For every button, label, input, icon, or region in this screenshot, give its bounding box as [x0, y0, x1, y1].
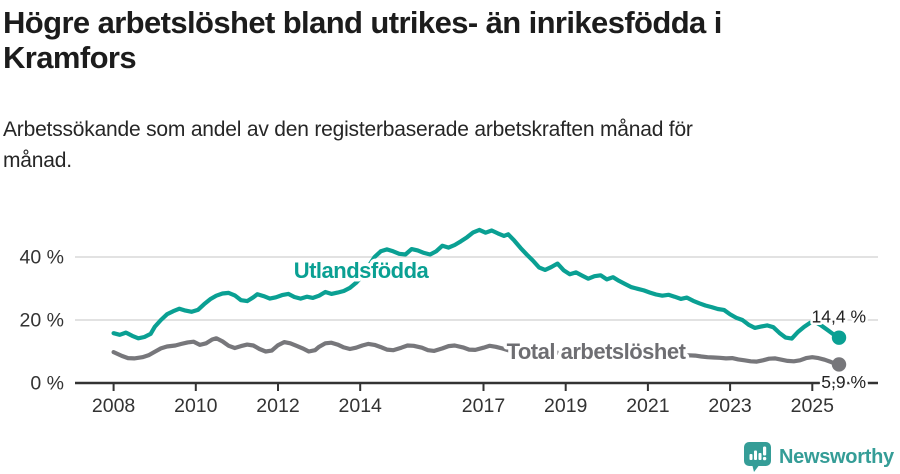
x-tick-label-2012: 2012 — [256, 395, 299, 417]
y-tick-label-40: 40 % — [20, 247, 64, 269]
newsworthy-logo: Newsworthy — [743, 441, 894, 472]
page-title-line-2: Kramfors — [3, 40, 137, 75]
logo-bar-1 — [749, 454, 753, 460]
newsworthy-logo-icon — [744, 442, 771, 472]
x-tick-label-2023: 2023 — [708, 395, 751, 417]
end-value-label-utlandsfodda: 14,4 % — [812, 307, 866, 327]
logo-exclamation-dot — [762, 456, 767, 461]
y-tick-label-0: 0 % — [30, 373, 64, 395]
x-tick-label-2010: 2010 — [174, 395, 218, 417]
x-tick-label-2021: 2021 — [626, 395, 669, 417]
logo-bar-3 — [758, 453, 762, 460]
page-title-line-1: Högre arbetslöshet bland utrikes- än inr… — [3, 5, 722, 40]
logo-badge-shape — [744, 442, 771, 472]
end-value-label-total-arbetsloshet: 5,9 % — [821, 372, 866, 392]
logo-bar-2 — [754, 450, 757, 460]
x-tick-label-2014: 2014 — [339, 395, 383, 417]
series-line-utlandsfodda — [111, 227, 842, 341]
x-tick-label-2025: 2025 — [791, 395, 835, 417]
chart-subtitle-line-2: månad. — [3, 149, 72, 172]
x-tick-label-2008: 2008 — [92, 395, 135, 417]
logo-exclamation-bar — [763, 446, 767, 456]
chart-subtitle: Arbetssökande som andel av den registerb… — [3, 114, 863, 176]
newsworthy-logo-text: Newsworthy — [779, 445, 894, 468]
series-label-utlandsfodda: Utlandsfödda — [294, 258, 430, 283]
end-dot-total-arbetsloshet — [831, 357, 847, 372]
x-tick-label-2017: 2017 — [462, 395, 505, 417]
chart-subtitle-line-1: Arbetssökande som andel av den registerb… — [3, 118, 693, 141]
series-label-total-arbetsloshet: Total arbetslöshet — [507, 339, 687, 364]
end-dot-utlandsfodda — [831, 330, 847, 345]
page-title: Högre arbetslöshet bland utrikes- än inr… — [3, 5, 873, 75]
x-tick-label-2019: 2019 — [544, 395, 587, 417]
series-line-total-arbetsloshet — [111, 336, 842, 367]
y-tick-label-20: 20 % — [20, 310, 64, 332]
